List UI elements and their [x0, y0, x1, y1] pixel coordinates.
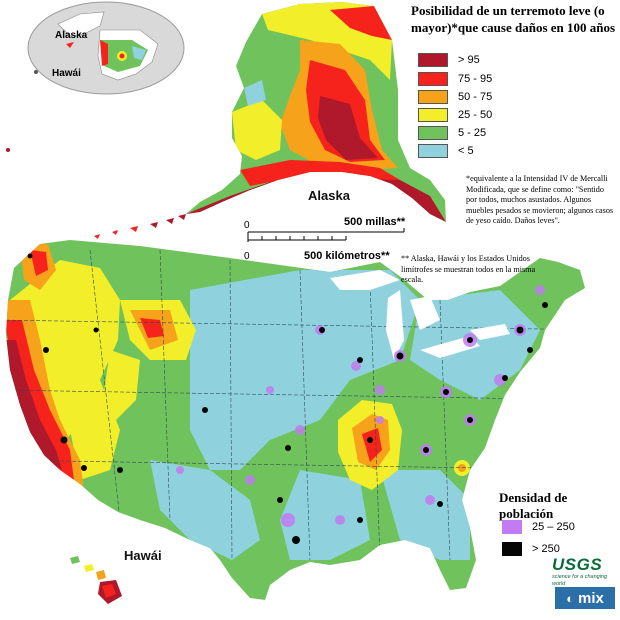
mix-logo: ◐ mix [555, 587, 615, 609]
usgs-logo: USGS science for a changing world [552, 556, 616, 588]
legend-swatch [418, 90, 448, 104]
legend-label: 5 - 25 [458, 127, 487, 139]
hawaii-label: Hawái [124, 548, 162, 563]
population-swatch [502, 520, 522, 534]
population-legend-label: > 250 [532, 543, 560, 555]
scale-note: ** Alaska, Hawái y los Estados Unidos li… [401, 254, 536, 284]
legend-item: 25 - 50 [418, 106, 492, 124]
globe-label-alaska: Alaska [55, 30, 88, 41]
population-legend-label: 25 – 250 [532, 521, 575, 533]
hawaii-islands [70, 556, 122, 604]
mix-logo-text: mix [578, 589, 604, 607]
mix-logo-icon: ◐ [566, 590, 574, 606]
legend-label: > 95 [458, 54, 480, 66]
legend-label: 75 - 95 [458, 73, 493, 85]
legend-swatch [418, 144, 448, 158]
legend-item: < 5 [418, 142, 474, 160]
scale-miles-label: 500 millas** [344, 216, 406, 228]
scale-bar [247, 228, 405, 242]
scale-km-label: 500 kilómetros** [304, 250, 390, 262]
usgs-tagline: science for a changing world [552, 574, 608, 587]
population-swatch [502, 542, 522, 556]
usgs-logo-text: USGS [552, 555, 603, 574]
globe-label-hawaii: Hawái [52, 68, 81, 79]
legend-item: > 95 [418, 51, 480, 69]
alaska-label: Alaska [308, 188, 350, 203]
legend-swatch [418, 72, 448, 86]
population-legend-title: Densidad de población [499, 490, 568, 521]
legend-title: Posibilidad de un terremoto leve (o mayo… [411, 3, 616, 35]
legend-label: < 5 [458, 145, 474, 157]
scale-zero-km: 0 [244, 251, 250, 262]
legend-item: 75 - 95 [418, 70, 492, 88]
legend-label: 50 - 75 [458, 91, 493, 103]
population-density-overlay [27, 253, 548, 544]
population-legend-item: > 250 [502, 541, 560, 557]
legend-item: 5 - 25 [418, 124, 486, 142]
legend-swatch [418, 53, 448, 67]
legend-swatch [418, 108, 448, 122]
scale-zero-miles: 0 [244, 220, 250, 231]
inset-globe [27, 1, 185, 95]
aleutian-islands [6, 148, 186, 239]
intensity-note: *equivalente a la Intensidad IV de Merca… [466, 174, 614, 225]
legend-item: 50 - 75 [418, 88, 492, 106]
legend-swatch [418, 126, 448, 140]
legend-label: 25 - 50 [458, 109, 493, 121]
population-legend-item: 25 – 250 [502, 519, 575, 535]
